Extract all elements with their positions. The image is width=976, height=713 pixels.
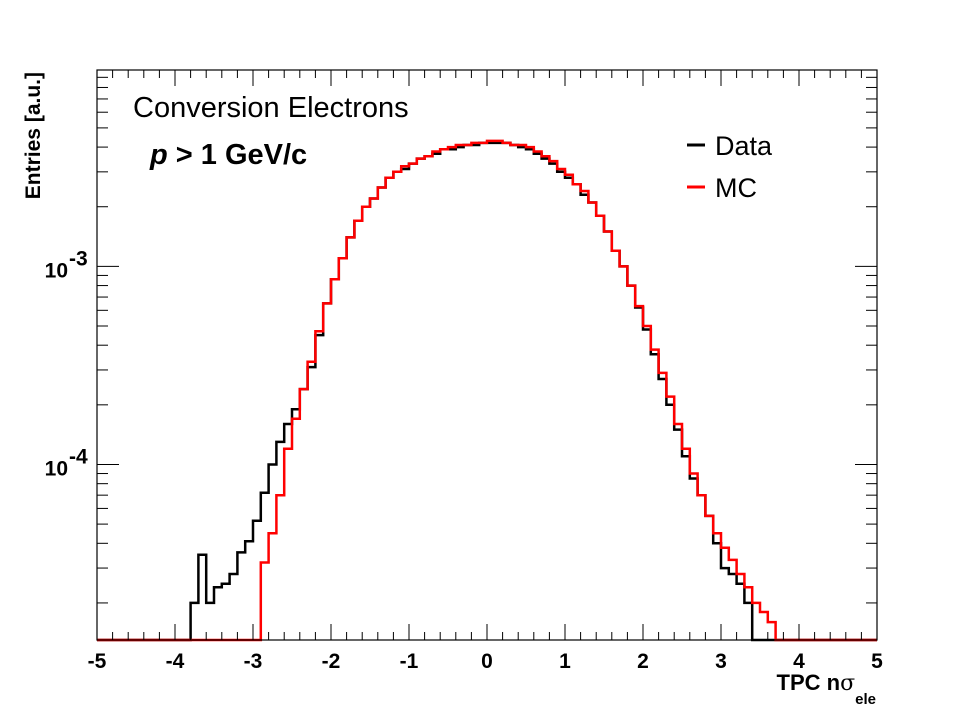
series-mc-line	[97, 139, 877, 642]
series-layer	[97, 139, 877, 642]
y-tick-label: 10	[45, 259, 68, 282]
x-axis-title-subscript: ele	[855, 691, 876, 708]
x-tick-label: 5	[871, 650, 883, 673]
x-tick-label: -5	[88, 650, 107, 673]
x-tick-labels: -5 -4 -3 -2 -1 0 1 2 3 4 5	[88, 650, 884, 673]
annotation-momentum-p: p	[149, 139, 168, 171]
x-axis-title: TPC nσele	[777, 670, 876, 708]
legend-label-data: Data	[715, 131, 773, 161]
annotation-momentum-cut: > 1 GeV/c	[168, 139, 307, 171]
x-axis-title-main: TPC n	[777, 670, 841, 695]
ticks-layer	[96, 70, 878, 640]
x-tick-label: 4	[793, 650, 805, 673]
x-tick-label: -3	[244, 650, 263, 673]
x-axis-title-symbol: σ	[840, 671, 855, 696]
y-tick-label-exponent: -4	[69, 445, 88, 468]
x-tick-label: -2	[322, 650, 341, 673]
plot-frame	[96, 69, 878, 641]
x-tick-label: -4	[166, 650, 185, 673]
y-axis-title: Entries [a.u.]	[22, 72, 45, 199]
y-tick-label-exponent: -3	[69, 247, 88, 270]
annotation-title: Conversion Electrons	[133, 92, 409, 124]
y-tick-label: 10	[45, 457, 68, 480]
x-tick-label: 0	[481, 650, 493, 673]
legend: Data MC	[687, 131, 773, 203]
x-tick-label: 3	[715, 650, 727, 673]
legend-label-mc: MC	[715, 173, 757, 203]
annotation-momentum: p > 1 GeV/c	[149, 139, 307, 171]
x-tick-label: 1	[559, 650, 571, 673]
x-tick-label: 2	[637, 650, 649, 673]
y-tick-labels: 10-310-4	[45, 247, 88, 480]
x-tick-label: -1	[400, 650, 419, 673]
